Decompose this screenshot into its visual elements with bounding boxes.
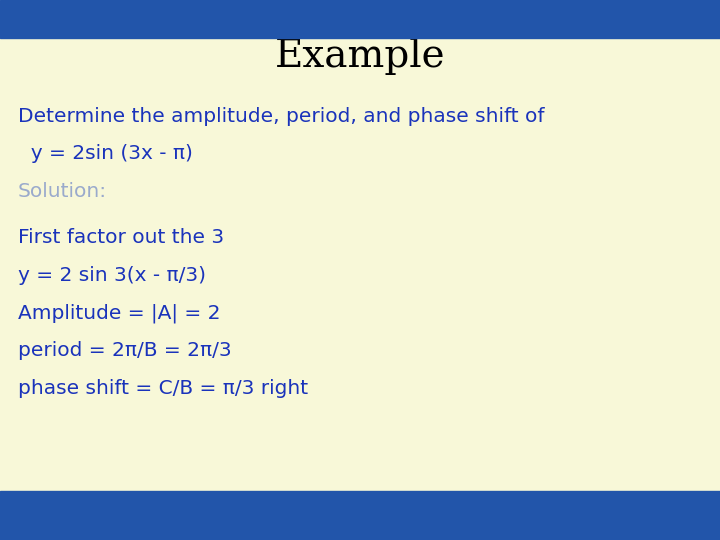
Text: Solution:: Solution: — [18, 182, 107, 201]
Text: y = 2sin (3x - π): y = 2sin (3x - π) — [18, 144, 193, 164]
FancyBboxPatch shape — [0, 0, 720, 38]
Text: period = 2π/B = 2π/3: period = 2π/B = 2π/3 — [18, 341, 232, 361]
Text: First factor out the 3: First factor out the 3 — [18, 228, 224, 247]
Text: Determine the amplitude, period, and phase shift of: Determine the amplitude, period, and pha… — [18, 106, 544, 126]
Text: phase shift = C/B = π/3 right: phase shift = C/B = π/3 right — [18, 379, 308, 399]
FancyBboxPatch shape — [0, 491, 720, 540]
Text: 10: 10 — [681, 508, 702, 523]
Text: Example: Example — [275, 38, 445, 75]
Text: y = 2 sin 3(x - π/3): y = 2 sin 3(x - π/3) — [18, 266, 206, 285]
Text: Amplitude = |A| = 2: Amplitude = |A| = 2 — [18, 303, 220, 323]
